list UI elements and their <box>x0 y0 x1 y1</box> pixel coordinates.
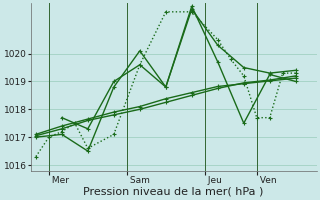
X-axis label: Pression niveau de la mer( hPa ): Pression niveau de la mer( hPa ) <box>84 187 264 197</box>
